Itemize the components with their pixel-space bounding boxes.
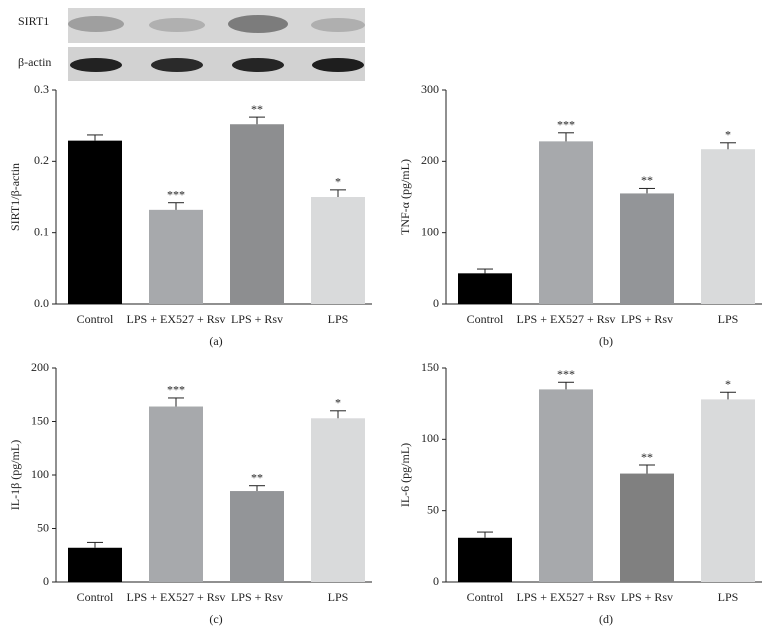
- y-tick-label: 100: [421, 224, 439, 238]
- blot-band: [232, 58, 284, 72]
- significance: **: [251, 102, 263, 116]
- x-tick-label: LPS + Rsv: [231, 590, 283, 604]
- y-axis-label: TNF-α (pg/mL): [398, 159, 412, 235]
- x-tick-label: LPS: [328, 590, 349, 604]
- y-tick-label: 100: [421, 431, 439, 445]
- bar: [539, 141, 593, 304]
- y-axis-label: IL-1β (pg/mL): [8, 440, 22, 510]
- bar: [311, 197, 365, 304]
- x-tick-label: LPS + Rsv: [231, 312, 283, 326]
- error-bar: [87, 134, 103, 141]
- error-bar: [639, 187, 655, 194]
- bar: [620, 193, 674, 304]
- significance: ***: [557, 367, 575, 381]
- error-bar: [168, 202, 184, 210]
- bar: [68, 547, 122, 582]
- blot-band: [312, 58, 364, 72]
- bar: [701, 399, 755, 582]
- y-tick-label: 150: [31, 413, 49, 427]
- bar: [620, 473, 674, 582]
- bar: [458, 273, 512, 304]
- significance: **: [251, 470, 263, 484]
- y-tick-label: 0.1: [34, 224, 49, 238]
- significance: *: [725, 377, 731, 391]
- significance: **: [641, 173, 653, 187]
- panel-label: (a): [209, 334, 222, 348]
- y-tick-label: 0: [433, 574, 439, 588]
- y-tick-label: 100: [31, 467, 49, 481]
- blot-label: SIRT1: [18, 14, 49, 28]
- bar: [539, 389, 593, 582]
- panel-label: (b): [599, 334, 613, 348]
- bar: [149, 406, 203, 582]
- x-tick-label: LPS + EX527 + Rsv: [127, 312, 226, 326]
- bar: [68, 140, 122, 304]
- y-tick-label: 300: [421, 82, 439, 96]
- x-tick-label: Control: [467, 312, 504, 326]
- error-bar: [477, 268, 493, 274]
- bar: [230, 124, 284, 305]
- error-bar: [168, 397, 184, 407]
- significance: **: [641, 450, 653, 464]
- blot-band: [151, 58, 203, 72]
- bar: [149, 209, 203, 304]
- significance: ***: [167, 383, 185, 397]
- blot-band: [149, 18, 205, 32]
- error-bar: [249, 116, 265, 125]
- blot-band: [68, 16, 124, 32]
- x-tick-label: Control: [77, 590, 114, 604]
- significance: *: [725, 128, 731, 142]
- y-tick-label: 0: [43, 574, 49, 588]
- y-axis-label: IL-6 (pg/mL): [398, 443, 412, 507]
- y-tick-label: 50: [427, 502, 439, 516]
- x-tick-label: LPS: [718, 590, 739, 604]
- x-tick-label: LPS + Rsv: [621, 312, 673, 326]
- x-tick-label: Control: [467, 590, 504, 604]
- blot-band: [70, 58, 122, 72]
- x-tick-label: LPS + EX527 + Rsv: [517, 590, 616, 604]
- panel-label: (d): [599, 612, 613, 626]
- significance: ***: [557, 118, 575, 132]
- y-tick-label: 200: [31, 360, 49, 374]
- x-tick-label: LPS + EX527 + Rsv: [127, 590, 226, 604]
- significance: ***: [167, 187, 185, 201]
- x-tick-label: Control: [77, 312, 114, 326]
- error-bar: [720, 391, 736, 400]
- error-bar: [330, 189, 346, 197]
- y-axis-label: SIRT1/β-actin: [8, 163, 22, 231]
- y-tick-label: 50: [37, 520, 49, 534]
- x-tick-label: LPS: [718, 312, 739, 326]
- bar: [701, 149, 755, 304]
- blot-label: β-actin: [18, 55, 51, 69]
- significance: *: [335, 175, 341, 189]
- panel-label: (c): [209, 612, 222, 626]
- y-tick-label: 150: [421, 360, 439, 374]
- x-tick-label: LPS + Rsv: [621, 590, 673, 604]
- error-bar: [720, 142, 736, 150]
- error-bar: [87, 541, 103, 548]
- y-tick-label: 0: [433, 296, 439, 310]
- y-tick-label: 0.3: [34, 82, 49, 96]
- x-tick-label: LPS + EX527 + Rsv: [517, 312, 616, 326]
- bar: [230, 491, 284, 582]
- blot-band: [228, 15, 288, 33]
- significance: *: [335, 396, 341, 410]
- error-bar: [330, 410, 346, 419]
- y-tick-label: 0.2: [34, 153, 49, 167]
- bar: [311, 418, 365, 582]
- error-bar: [477, 531, 493, 538]
- error-bar: [558, 132, 574, 142]
- y-tick-label: 0.0: [34, 296, 49, 310]
- y-tick-label: 200: [421, 153, 439, 167]
- blot-band: [311, 18, 365, 32]
- error-bar: [558, 381, 574, 390]
- error-bar: [639, 464, 655, 474]
- bar: [458, 537, 512, 582]
- western-blot: SIRT1 β-actin: [18, 8, 365, 81]
- error-bar: [249, 485, 265, 492]
- x-tick-label: LPS: [328, 312, 349, 326]
